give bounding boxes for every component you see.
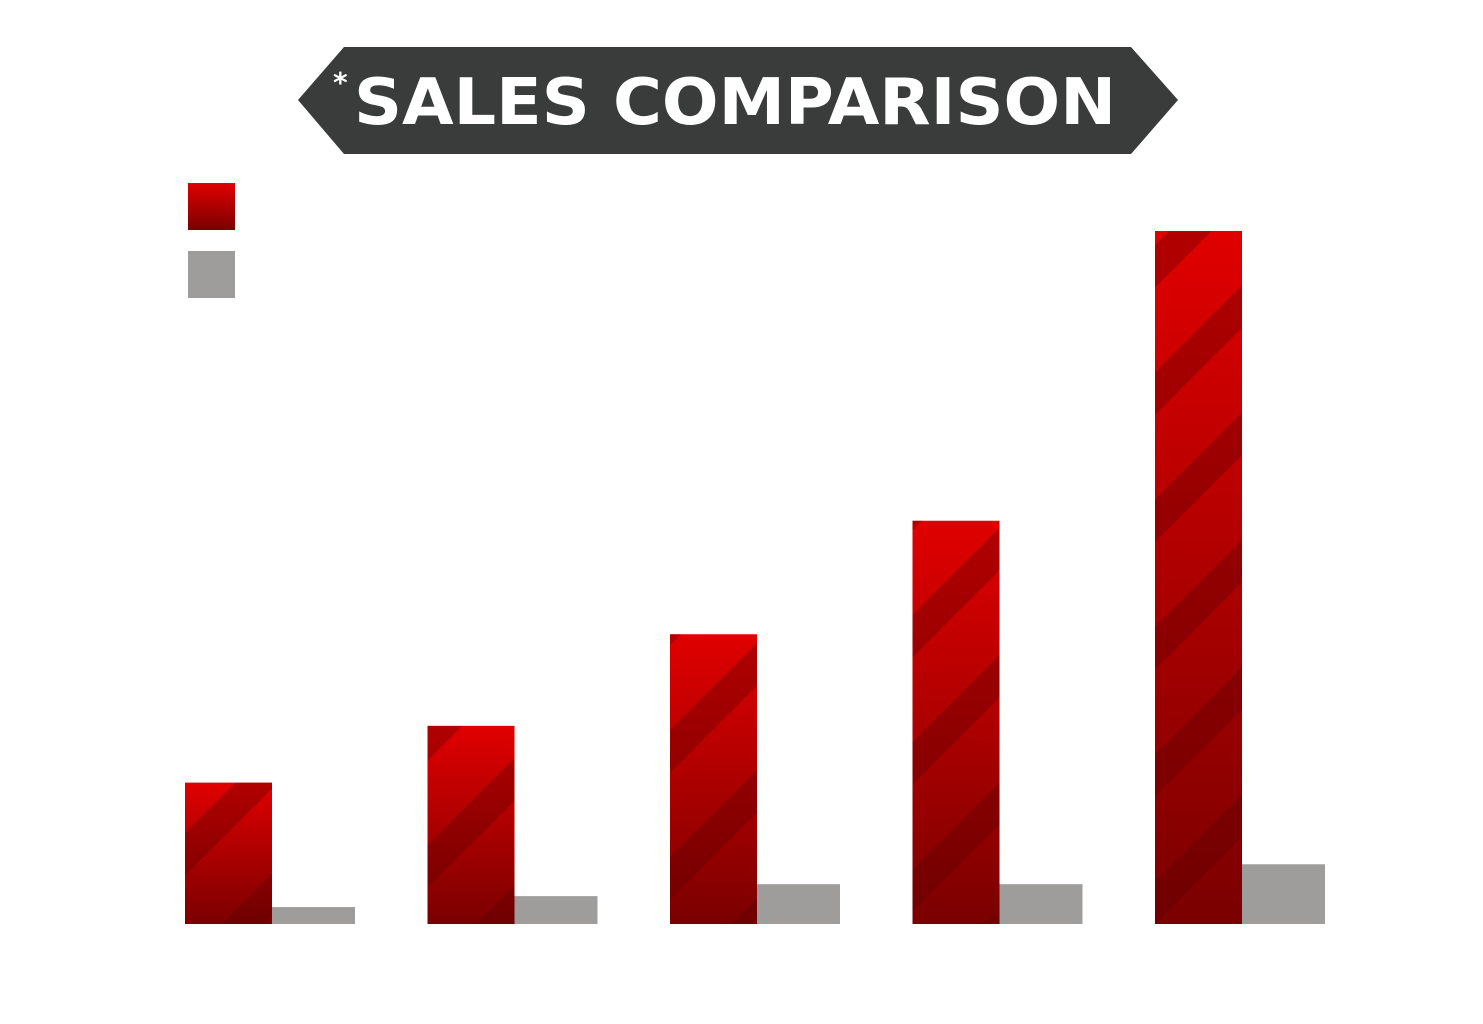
bar-series-2-4 — [999, 884, 1083, 924]
bars-group — [185, 230, 1325, 925]
title-asterisk: * — [333, 66, 348, 99]
bar-series-1-texture-2 — [427, 725, 515, 924]
bar-series-1-texture-5 — [1155, 230, 1242, 925]
chart-title-banner: * SALES COMPARISON — [298, 47, 1178, 154]
legend-swatch-series-1 — [188, 183, 235, 230]
bar-series-2-2 — [514, 896, 598, 924]
chart-title: SALES COMPARISON — [354, 66, 1116, 140]
legend-swatch-series-2 — [188, 251, 235, 298]
bar-series-2-5 — [1242, 864, 1325, 924]
bar-series-2-3 — [757, 884, 840, 924]
title-banner-shape — [298, 47, 1178, 154]
bar-series-1-texture-3 — [670, 634, 757, 924]
legend — [188, 183, 235, 298]
bar-series-1-texture-4 — [912, 520, 1000, 924]
bar-series-2-1 — [272, 907, 355, 924]
bar-series-1-texture-1 — [185, 782, 272, 924]
